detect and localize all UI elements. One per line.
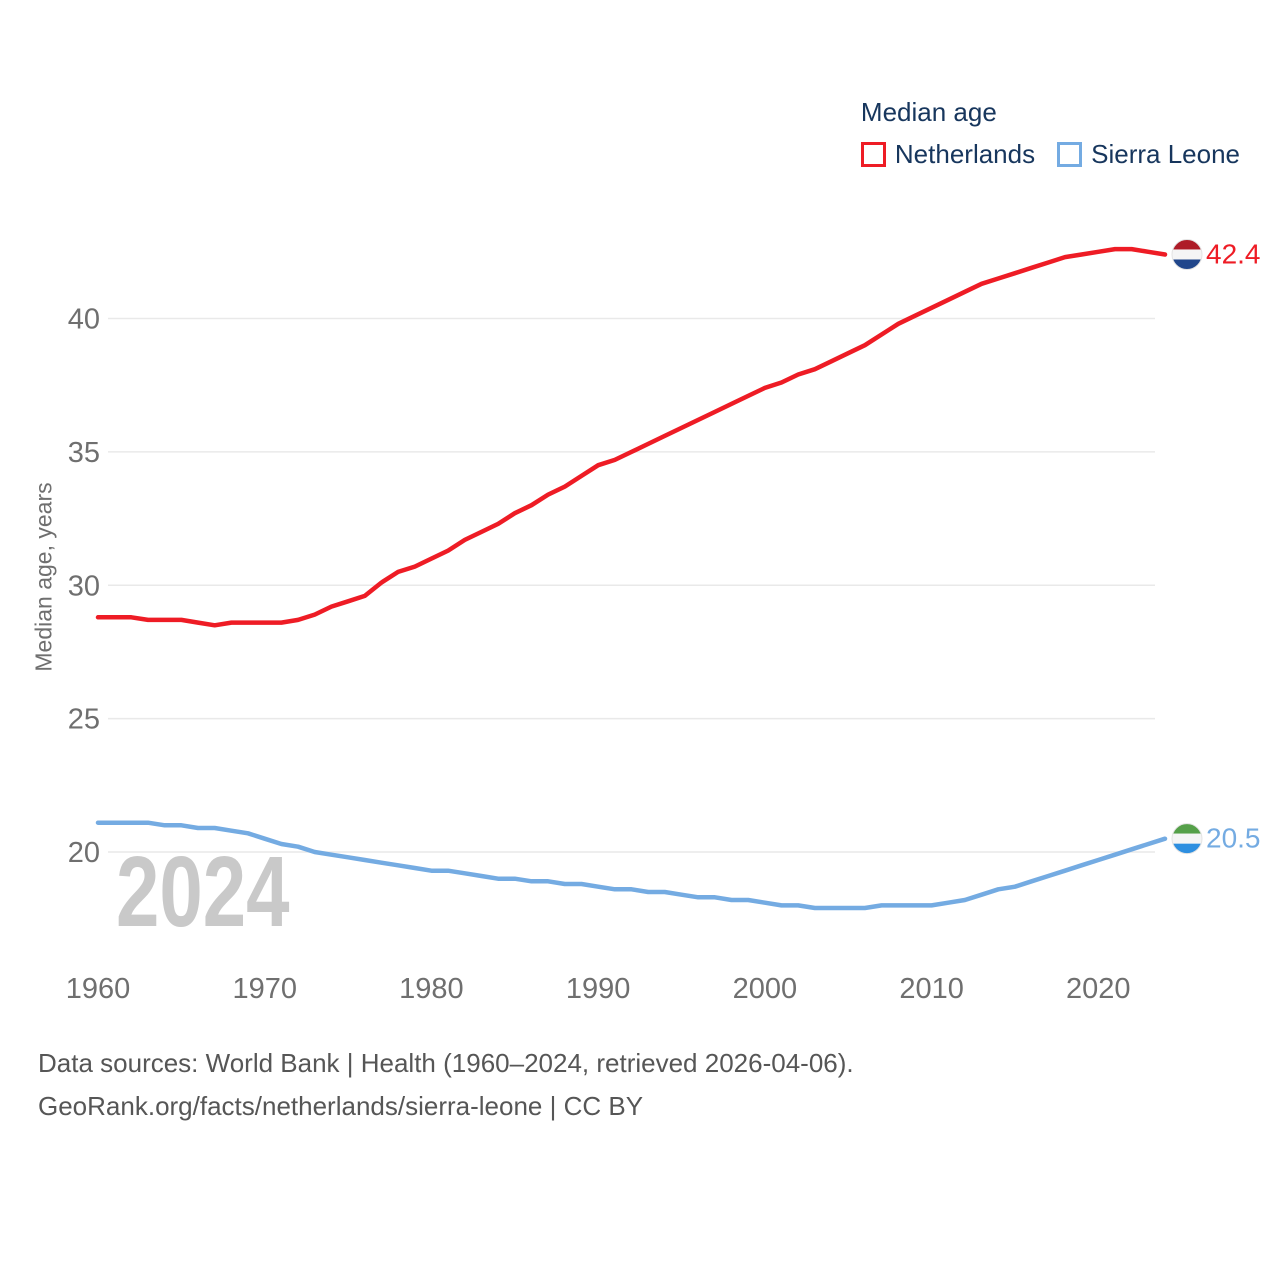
x-tick-2000: 2000 [733,973,798,1005]
y-tick-35: 35 [68,437,100,469]
sierra-leone-flag-icon [1172,833,1202,844]
x-tick-2010: 2010 [899,973,964,1005]
footer-sources: Data sources: World Bank | Health (1960–… [38,1048,854,1078]
x-tick-1960: 1960 [66,973,131,1005]
legend-item-netherlands[interactable]: Netherlands [860,139,1036,170]
footer-attribution: GeoRank.org/facts/netherlands/sierra-leo… [38,1090,644,1121]
netherlands-swatch-icon [860,142,886,167]
netherlands-flag-icon [1172,239,1202,250]
sierra-leone-flag-icon [1172,823,1202,834]
end-value-sierra-leone: 20.5 [1206,823,1261,854]
y-tick-20: 20 [68,837,100,869]
sierra-leone-flag-ring-icon [1171,823,1203,855]
x-tick-1980: 1980 [399,973,464,1005]
netherlands-flag-icon [1172,259,1202,270]
x-tick-1970: 1970 [232,973,297,1005]
netherlands-flag-ring-icon [1171,238,1203,270]
sierra-leone-flag-icon [1172,843,1202,854]
sierra-leone-swatch-icon [1057,142,1083,167]
x-tick-1990: 1990 [566,973,631,1005]
footer: Data sources: World Bank | Health (1960–… [38,1042,854,1128]
end-value-netherlands: 42.4 [1206,238,1261,269]
netherlands-flag-icon [1172,249,1202,260]
legend: Median age Netherlands Sierra Leone [860,97,1240,170]
series-line-sierra-leone[interactable] [95,820,1168,911]
y-tick-30: 30 [68,570,100,602]
legend-item-sierra-leone[interactable]: Sierra Leone [1057,139,1240,170]
legend-row: Netherlands Sierra Leone [860,139,1240,170]
watermark-year: 2024 [116,836,290,948]
y-tick-25: 25 [68,704,100,736]
legend-title: Median age [860,97,997,127]
y-tick-40: 40 [68,304,100,336]
legend-label-sierra-leone: Sierra Leone [1091,139,1240,169]
x-tick-2020: 2020 [1066,973,1131,1005]
legend-label-netherlands: Netherlands [894,139,1036,169]
series-line-netherlands[interactable] [95,246,1168,628]
